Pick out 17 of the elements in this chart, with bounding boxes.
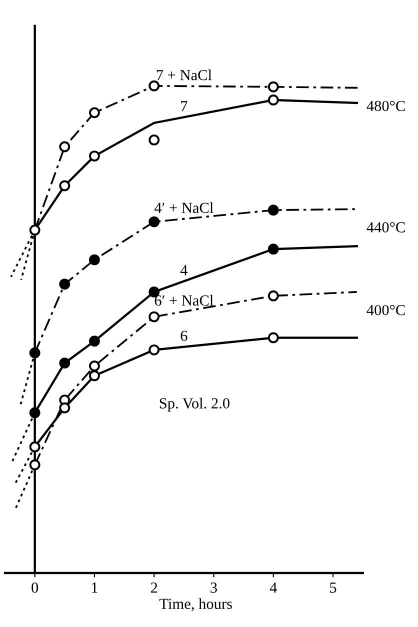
x-tick-label: 5 [330,582,336,593]
text: 400°C [366,304,405,316]
series-label: 7 [181,101,188,112]
x-tick-label: 1 [92,582,98,593]
x-tick-label: 3 [210,582,217,593]
series-label: 7 + NaCl [156,70,212,80]
series-label: 6′ + NaCl [154,294,214,306]
x-tick-label: 4 [270,582,277,593]
text: 440°C [366,222,405,232]
annotation: Sp. Vol. 2.0 [160,398,230,412]
series-label: 4′ + NaCl [154,202,214,213]
x-axis-title: Time, hours [159,598,232,612]
x-tick-label: 0 [32,582,38,593]
text: 480°C [366,100,405,112]
series-label: 6 [180,330,188,341]
series-label: 4 [180,265,188,276]
x-tick-label: 2 [150,582,158,593]
